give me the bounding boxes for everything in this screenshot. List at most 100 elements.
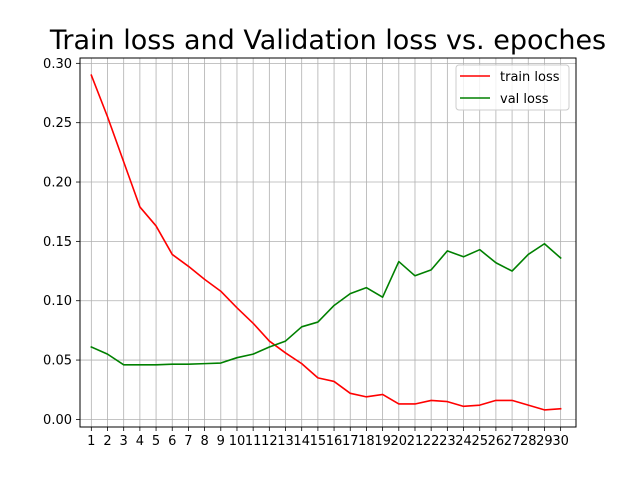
- x-tick-label: 20: [391, 434, 408, 449]
- data-point-train-loss: [317, 377, 319, 379]
- y-tick-label: 0.10: [43, 294, 72, 309]
- data-point-train-loss: [203, 278, 205, 280]
- data-point-val-loss: [139, 364, 141, 366]
- data-point-train-loss: [333, 380, 335, 382]
- x-tick-label: 21: [407, 434, 424, 449]
- data-point-train-loss: [301, 362, 303, 364]
- data-point-val-loss: [317, 321, 319, 323]
- data-point-train-loss: [187, 265, 189, 267]
- y-tick-label: 0.25: [43, 116, 72, 131]
- data-point-val-loss: [301, 326, 303, 328]
- data-point-val-loss: [236, 356, 238, 358]
- data-point-train-loss: [139, 206, 141, 208]
- x-tick-label: 28: [520, 434, 537, 449]
- data-point-val-loss: [446, 250, 448, 252]
- data-point-val-loss: [414, 275, 416, 277]
- data-point-train-loss: [543, 409, 545, 411]
- x-tick-label: 2: [103, 434, 111, 449]
- x-tick-label: 30: [552, 434, 569, 449]
- data-point-val-loss: [479, 248, 481, 250]
- data-point-train-loss: [381, 393, 383, 395]
- x-tick-label: 13: [277, 434, 294, 449]
- data-point-train-loss: [349, 392, 351, 394]
- series-line-val-loss: [90, 242, 562, 366]
- data-point-train-loss: [398, 403, 400, 405]
- plot-frame: [79, 57, 577, 428]
- data-point-val-loss: [171, 363, 173, 365]
- x-tick-label: 8: [200, 434, 208, 449]
- x-gridlines: [90, 58, 562, 427]
- data-point-val-loss: [527, 253, 529, 255]
- data-point-train-loss: [90, 74, 92, 76]
- data-point-train-loss: [171, 253, 173, 255]
- data-point-train-loss: [462, 405, 464, 407]
- data-point-train-loss: [268, 340, 270, 342]
- data-point-val-loss: [381, 296, 383, 298]
- y-gridlines: [80, 62, 576, 420]
- data-point-val-loss: [155, 364, 157, 366]
- data-point-train-loss: [414, 403, 416, 405]
- data-point-val-loss: [462, 256, 464, 258]
- x-tick-label: 7: [184, 434, 192, 449]
- x-tick-label: 15: [310, 434, 327, 449]
- data-point-val-loss: [495, 262, 497, 264]
- legend-label-train-loss: train loss: [500, 70, 560, 85]
- x-tick-label: 6: [168, 434, 176, 449]
- legend: train loss val loss: [455, 64, 570, 111]
- data-point-train-loss: [155, 225, 157, 227]
- x-tick-label: 27: [504, 434, 521, 449]
- x-tick-label: 25: [471, 434, 488, 449]
- y-tick-label: 0.00: [43, 413, 72, 428]
- y-axis-ticks: 0.00 0.05 0.10 0.15 0.20 0.25 0.30: [43, 57, 80, 428]
- data-point-train-loss: [284, 352, 286, 354]
- data-point-val-loss: [268, 346, 270, 348]
- data-point-train-loss: [106, 116, 108, 118]
- x-tick-label: 4: [136, 434, 144, 449]
- data-point-train-loss: [495, 399, 497, 401]
- data-point-train-loss: [122, 161, 124, 163]
- data-point-val-loss: [430, 269, 432, 271]
- x-tick-label: 24: [455, 434, 472, 449]
- data-point-val-loss: [349, 292, 351, 294]
- x-tick-label: 14: [293, 434, 310, 449]
- chart-title: Train loss and Validation loss vs. epoch…: [49, 25, 606, 56]
- data-point-val-loss: [365, 286, 367, 288]
- data-point-val-loss: [122, 364, 124, 366]
- data-point-train-loss: [446, 400, 448, 402]
- x-tick-label: 10: [229, 434, 246, 449]
- data-point-val-loss: [543, 243, 545, 245]
- x-tick-label: 12: [261, 434, 278, 449]
- series-layer: [90, 74, 562, 411]
- data-point-train-loss: [252, 322, 254, 324]
- legend-label-val-loss: val loss: [500, 92, 549, 107]
- data-point-val-loss: [252, 353, 254, 355]
- x-tick-label: 26: [488, 434, 505, 449]
- y-tick-label: 0.05: [43, 354, 72, 369]
- data-point-train-loss: [527, 404, 529, 406]
- x-axis-ticks: 1 2 3 4 5 6 7 8 9 10 11 12 13 14 15 16 17 18 19 20 21 22 23 24 2…: [87, 427, 569, 449]
- data-point-train-loss: [236, 307, 238, 309]
- y-tick-label: 0.15: [43, 235, 72, 250]
- data-point-train-loss: [430, 399, 432, 401]
- y-tick-label: 0.30: [43, 57, 72, 72]
- x-tick-label: 1: [87, 434, 95, 449]
- data-point-val-loss: [203, 362, 205, 364]
- x-tick-label: 18: [358, 434, 375, 449]
- data-point-val-loss: [398, 260, 400, 262]
- data-point-train-loss: [479, 404, 481, 406]
- x-tick-label: 23: [439, 434, 456, 449]
- x-tick-label: 22: [423, 434, 440, 449]
- x-tick-label: 9: [217, 434, 225, 449]
- data-point-val-loss: [187, 363, 189, 365]
- x-tick-label: 5: [152, 434, 160, 449]
- x-tick-label: 16: [326, 434, 343, 449]
- x-tick-label: 3: [120, 434, 128, 449]
- data-point-val-loss: [90, 346, 92, 348]
- y-tick-label: 0.20: [43, 176, 72, 191]
- data-point-train-loss: [559, 408, 561, 410]
- data-point-val-loss: [106, 353, 108, 355]
- data-point-val-loss: [511, 270, 513, 272]
- data-point-val-loss: [333, 304, 335, 306]
